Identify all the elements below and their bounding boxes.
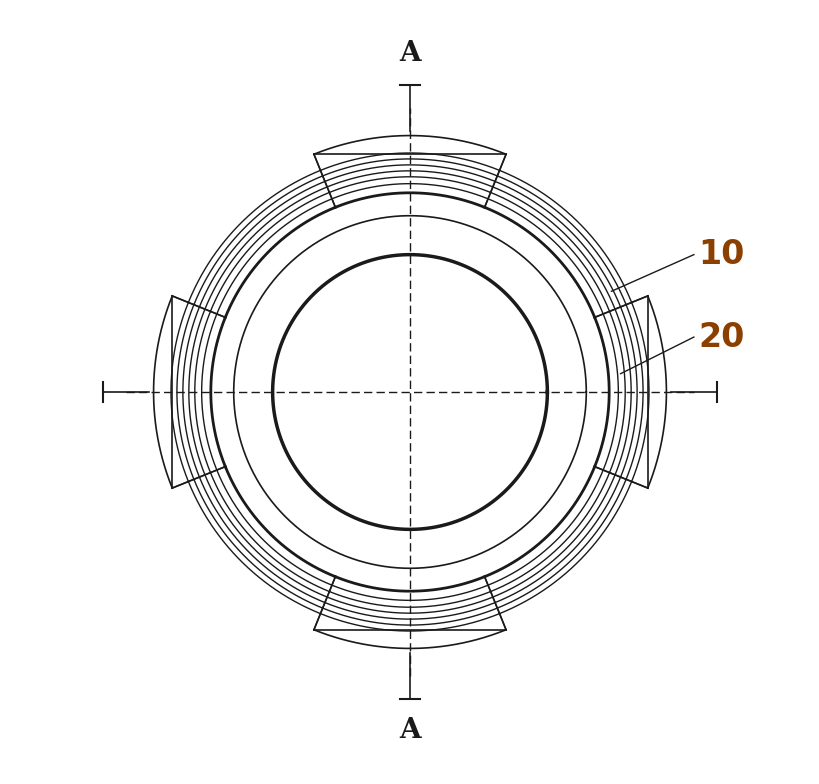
Text: A: A <box>399 717 420 744</box>
Text: 10: 10 <box>698 238 744 271</box>
Text: A: A <box>399 40 420 67</box>
Text: 20: 20 <box>698 321 744 354</box>
